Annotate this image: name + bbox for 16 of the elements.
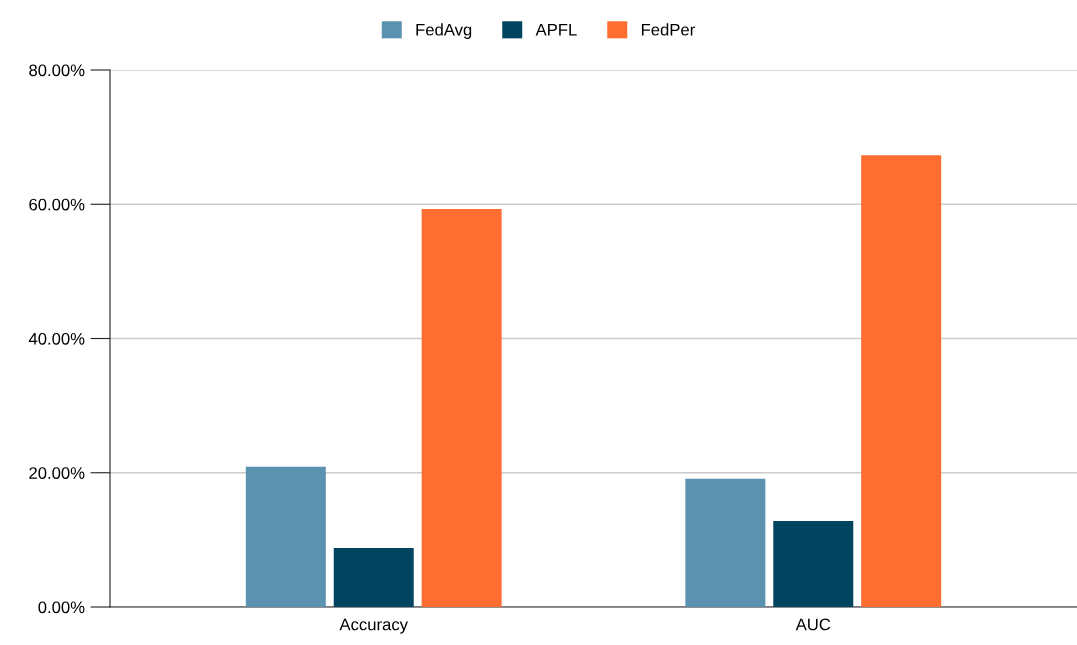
y-tick-label: 80.00% — [29, 64, 85, 77]
legend-label: FedPer — [641, 23, 695, 36]
y-tick-label: 0.00% — [38, 601, 85, 614]
bar — [421, 208, 502, 607]
legend-label: FedAvg — [416, 23, 472, 39]
x-tick-label: Accuracy — [339, 618, 408, 634]
bar — [333, 547, 414, 607]
y-tick-label: 60.00% — [29, 198, 85, 211]
bar — [773, 521, 854, 607]
y-tick-label: 20.00% — [29, 467, 85, 479]
y-tick-label: 40.00% — [28, 332, 85, 345]
bar — [685, 478, 766, 607]
bar — [245, 466, 326, 607]
legend-label: APFL — [535, 23, 577, 36]
x-tick-label: AUC — [795, 618, 831, 631]
bar — [861, 155, 942, 607]
